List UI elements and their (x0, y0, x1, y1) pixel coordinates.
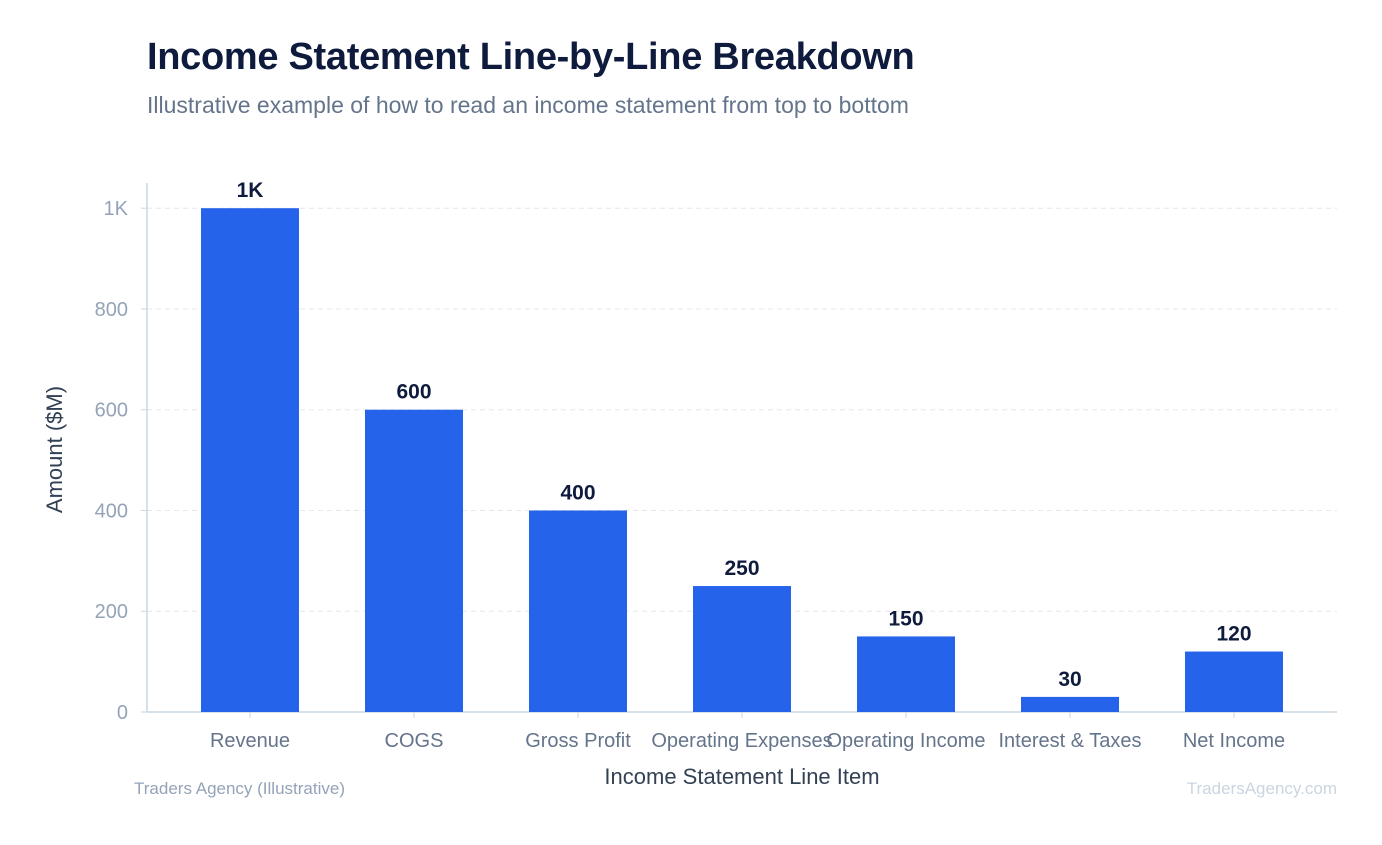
y-axis-title: Amount ($M) (42, 386, 67, 513)
source-note: Traders Agency (Illustrative) (134, 779, 345, 798)
bar-value-label: 120 (1216, 623, 1251, 646)
grid-lines (147, 207, 1337, 612)
x-category-label: Interest & Taxes (998, 730, 1141, 752)
bar (1021, 696, 1119, 712)
x-category-label: Gross Profit (525, 730, 631, 752)
x-category-label: Net Income (1183, 730, 1285, 752)
watermark: TradersAgency.com (1186, 779, 1337, 798)
x-category-label: COGS (385, 730, 444, 752)
x-category-label: Revenue (210, 730, 290, 752)
bar (201, 208, 299, 712)
chart-subtitle: Illustrative example of how to read an i… (147, 92, 909, 118)
y-tick-label: 600 (95, 400, 128, 422)
labels: 0 200 400 600 800 1K 1K Revenue 600 COGS 400 Gross … (42, 179, 1285, 789)
bar (529, 510, 627, 712)
x-category-label: Operating Expenses (651, 730, 832, 752)
bar (693, 586, 791, 712)
bar-value-label: 250 (724, 557, 759, 580)
bar (857, 636, 955, 712)
y-tick-label: 0 (117, 702, 128, 724)
y-tick-label: 200 (95, 601, 128, 623)
bar-value-label: 600 (396, 381, 431, 404)
y-tick-label: 400 (95, 500, 128, 522)
bars (201, 208, 1283, 712)
bar-value-label: 1K (237, 179, 264, 202)
bar (365, 409, 463, 712)
bar-value-label: 150 (888, 607, 923, 630)
bar-value-label: 30 (1058, 668, 1081, 691)
bar-value-label: 400 (560, 481, 595, 504)
chart-title: Income Statement Line-by-Line Breakdown (147, 36, 915, 78)
x-category-label: Operating Income (827, 730, 986, 752)
y-tick-label: 800 (95, 299, 128, 321)
x-axis-title: Income Statement Line Item (604, 764, 879, 789)
y-tick-label: 1K (104, 198, 129, 220)
bar (1185, 651, 1283, 712)
